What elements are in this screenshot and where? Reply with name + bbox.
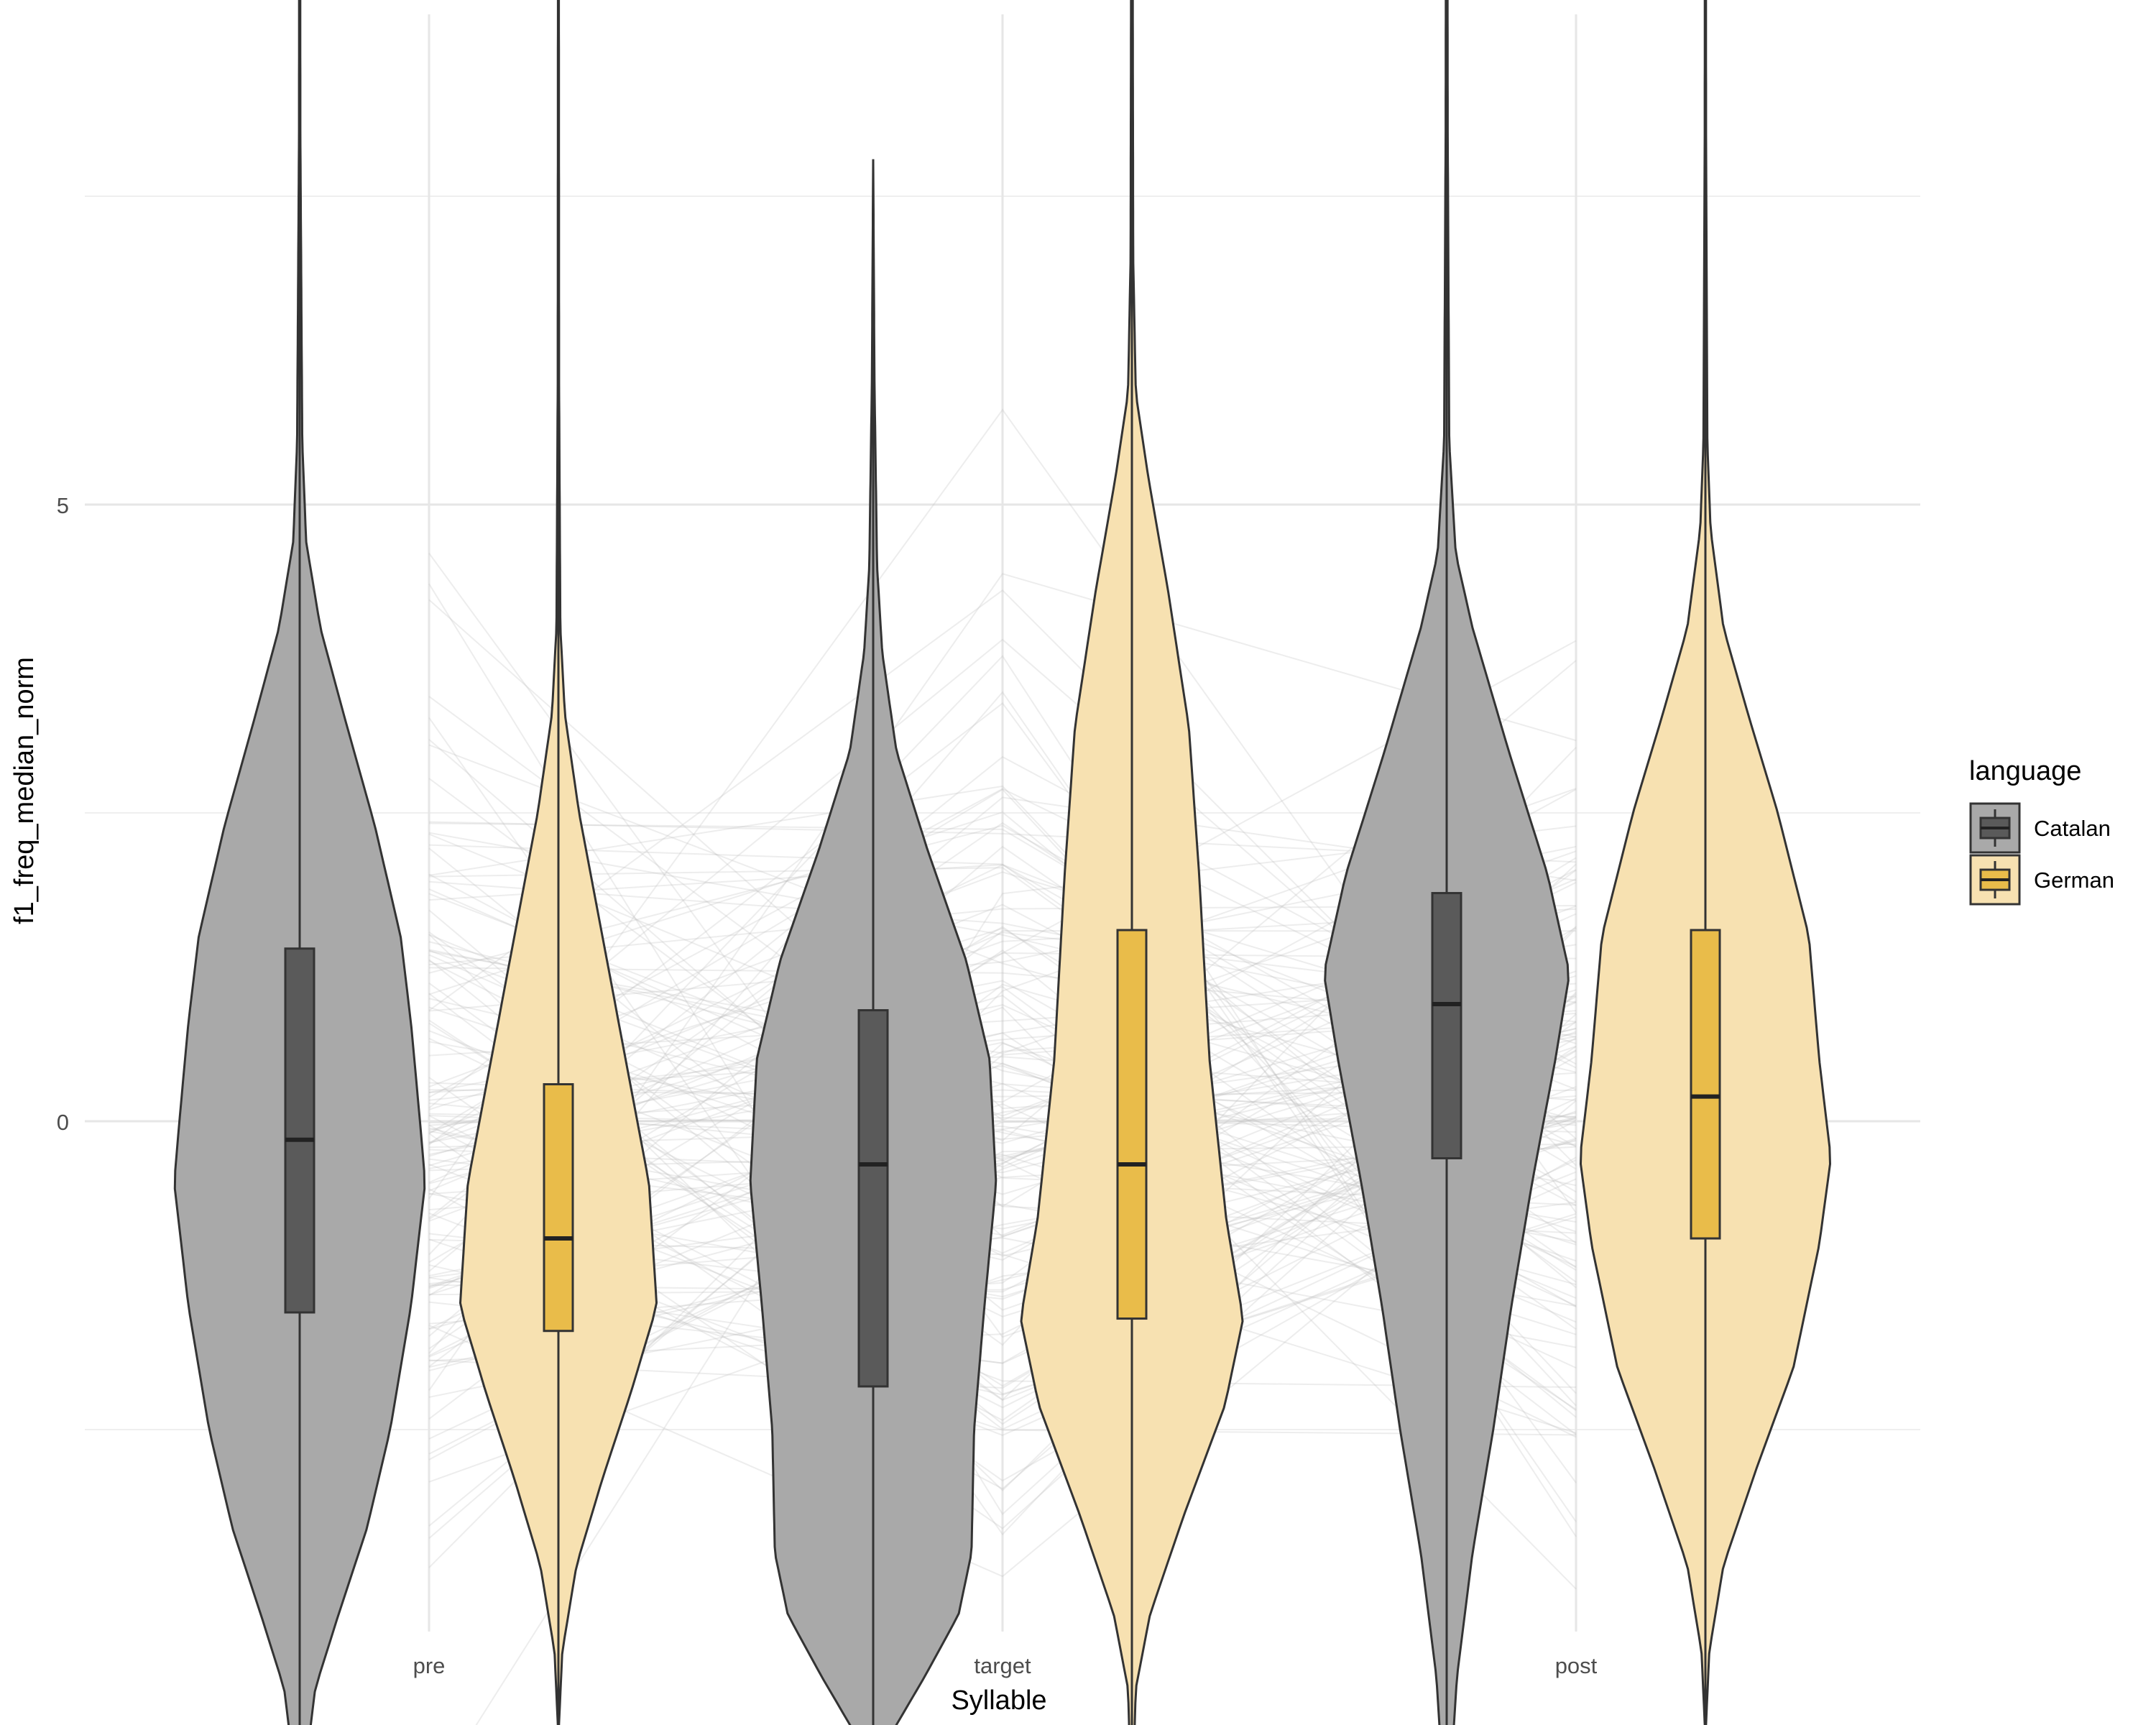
- box-catalan-pre: [284, 947, 315, 1314]
- x-tick-label: post: [1555, 1653, 1598, 1678]
- overlay-line: [428, 949, 1577, 1438]
- y-tick-label: 5: [57, 493, 69, 518]
- axes: 0 5 pre target post: [57, 493, 1598, 1678]
- x-tick-label: pre: [413, 1653, 446, 1678]
- violins: [173, 0, 1832, 1725]
- box-german-pre: [543, 1083, 574, 1333]
- y-tick-label: 0: [57, 1110, 69, 1135]
- box-catalan-post: [1431, 892, 1462, 1159]
- legend-title: language: [1969, 756, 2081, 786]
- box-catalan-target: [857, 1009, 889, 1388]
- legend-label-german: German: [2034, 868, 2114, 893]
- legend-label-catalan: Catalan: [2034, 816, 2111, 841]
- box-german-target: [1116, 929, 1148, 1320]
- box-german-post: [1690, 929, 1721, 1240]
- x-tick-label: target: [974, 1653, 1031, 1678]
- legend: language Catalan German: [1969, 756, 2114, 906]
- y-axis-label: f1_freq_median_norm: [9, 657, 40, 924]
- x-axis-label: Syllable: [951, 1685, 1046, 1716]
